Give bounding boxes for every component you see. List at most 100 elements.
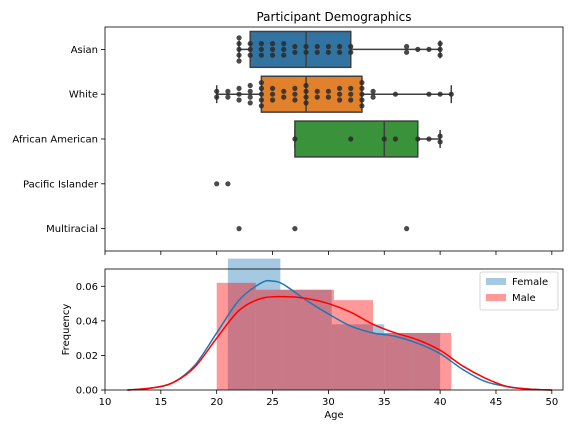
point-multiracial-0 [236, 226, 242, 232]
point-asian-27 [348, 43, 354, 50]
y-tick-label-pacific-islander: Pacific Islander [23, 179, 99, 190]
point-asian-31 [415, 46, 421, 53]
point-asian-13 [269, 52, 276, 58]
point-white-27 [303, 100, 309, 106]
point-african-american-2 [381, 136, 387, 142]
point-white-39 [359, 85, 365, 91]
point-asian-0 [236, 35, 242, 41]
legend-label-female: Female [512, 277, 548, 288]
point-asian-20 [303, 49, 309, 55]
point-african-american-6 [437, 133, 443, 139]
point-asian-17 [292, 43, 298, 50]
bar-male-0 [216, 282, 256, 390]
point-asian-28 [348, 49, 354, 55]
y-tick-label-multiracial: Multiracial [46, 224, 98, 235]
bar-male-5 [412, 332, 452, 390]
legend: Female Male [479, 271, 559, 311]
y-tick-label-0.00: 0.00 [76, 386, 98, 397]
point-white-13 [258, 91, 264, 97]
x-tick-label-10: 10 [99, 397, 112, 408]
point-white-3 [225, 94, 231, 100]
point-asian-25 [336, 43, 343, 50]
point-white-24 [303, 82, 309, 89]
point-white-29 [314, 94, 320, 100]
point-asian-24 [325, 49, 332, 55]
swarm-points [214, 35, 454, 232]
point-white-19 [281, 88, 287, 94]
legend-label-male: Male [512, 293, 536, 304]
point-white-31 [325, 94, 332, 100]
x-tick-label-50: 50 [545, 397, 558, 408]
box-plot-frame [104, 26, 564, 252]
point-asian-34 [437, 46, 443, 53]
point-white-21 [292, 85, 298, 91]
box-plot-panel: Participant Demographics Asian White Afric… [12, 10, 564, 255]
point-white-20 [281, 94, 287, 100]
point-white-34 [336, 97, 343, 103]
bar-male-4 [373, 332, 413, 390]
point-white-36 [348, 91, 354, 97]
point-multiracial-1 [292, 226, 298, 232]
point-multiracial-2 [404, 226, 410, 232]
point-white-33 [336, 91, 343, 97]
point-asian-23 [325, 43, 332, 50]
point-asian-16 [281, 52, 287, 58]
point-pacific-islander-0 [214, 181, 220, 187]
point-white-7 [247, 82, 253, 89]
point-white-9 [247, 94, 253, 100]
point-white-1 [214, 94, 220, 100]
point-white-14 [258, 97, 264, 103]
point-white-40 [359, 91, 365, 97]
point-white-2 [225, 88, 231, 94]
point-white-11 [258, 80, 264, 86]
point-white-44 [370, 94, 376, 100]
bar-female-3 [384, 332, 441, 390]
bar-male-1 [255, 289, 295, 390]
point-asian-11 [269, 41, 276, 47]
point-white-18 [269, 97, 276, 103]
point-asian-22 [314, 49, 320, 55]
point-white-37 [348, 97, 354, 103]
bar-female-2 [331, 324, 385, 390]
point-white-6 [236, 97, 242, 103]
point-white-4 [236, 85, 242, 91]
y-tick-label-white: White [69, 90, 98, 101]
histogram-frame [104, 268, 564, 391]
point-asian-2 [236, 46, 242, 53]
point-african-american-3 [392, 136, 399, 142]
point-asian-5 [247, 41, 253, 47]
point-asian-21 [314, 43, 320, 50]
point-asian-33 [437, 41, 443, 47]
y-tick-label-asian: Asian [71, 45, 98, 56]
point-asian-30 [404, 49, 410, 55]
y-axis: 0.00 0.02 0.04 0.06 [76, 282, 105, 397]
point-asian-8 [258, 41, 264, 47]
point-african-american-1 [348, 136, 354, 142]
box-asian [249, 30, 352, 69]
x-tick-label-20: 20 [210, 397, 223, 408]
point-asian-3 [236, 52, 242, 58]
point-pacific-islander-1 [225, 181, 231, 187]
point-asian-19 [303, 43, 309, 50]
bar-male-3 [334, 300, 374, 390]
point-white-17 [269, 91, 276, 97]
point-asian-10 [258, 52, 264, 58]
point-white-45 [392, 91, 399, 97]
point-african-american-0 [292, 136, 298, 142]
point-asian-14 [281, 41, 287, 47]
category-axis: Asian White African American Pacific Island… [12, 45, 105, 235]
bar-male-2 [294, 289, 334, 390]
y-tick-label-0.02: 0.02 [76, 351, 98, 362]
point-asian-9 [258, 46, 264, 53]
point-white-43 [370, 88, 376, 94]
point-asian-26 [336, 49, 343, 55]
box-african-american [294, 120, 419, 158]
density-curves [127, 279, 552, 391]
point-white-10 [247, 100, 253, 106]
x-axis: 10 15 20 25 30 35 40 45 50 [99, 390, 558, 408]
point-white-22 [292, 91, 298, 97]
kde-line-female [127, 279, 552, 391]
